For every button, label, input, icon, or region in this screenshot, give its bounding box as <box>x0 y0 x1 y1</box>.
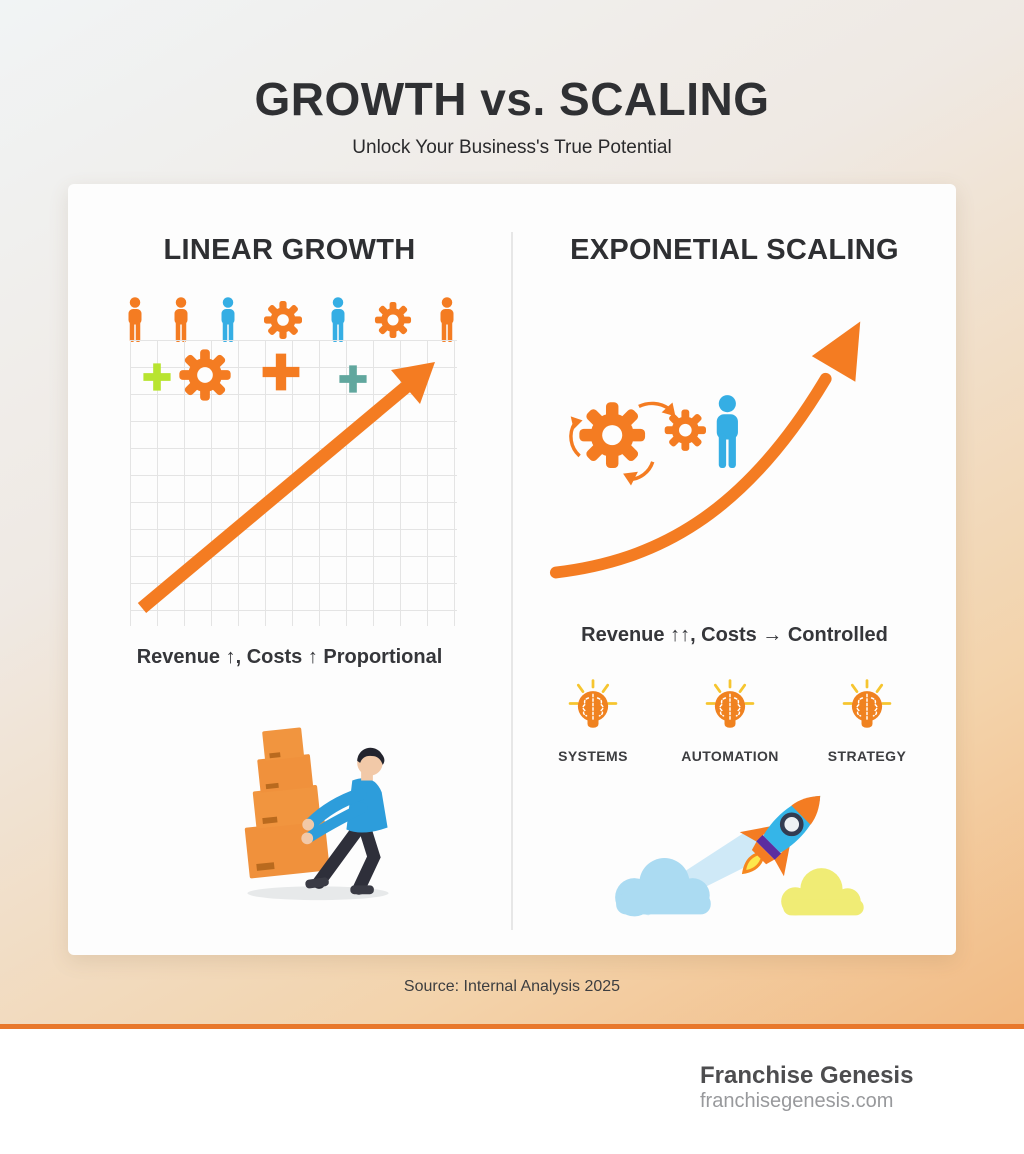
left-panel-caption: Revenue ↑, Costs ↑ Proportional <box>136 646 443 668</box>
gear-icon <box>263 300 303 340</box>
source-note: Source: Internal Analysis 2025 <box>403 978 621 995</box>
pillars-row: SYSTEMS AUTOMATION STRATEGY <box>530 676 930 764</box>
gear-icon <box>579 402 706 468</box>
person-icon <box>124 297 146 343</box>
footer-accent-rule <box>0 1024 1024 1029</box>
brain-idea-icon <box>562 676 624 742</box>
comparison-card: LINEAR GROWTH Revenue ↑, Costs ↑ Proport… <box>68 184 956 955</box>
linear-growth-grid-chart <box>130 340 457 626</box>
pillar-label: SYSTEMS <box>558 748 628 764</box>
right-panel-title: EXPONETIAL SCALING <box>570 234 899 266</box>
pillar-automation: AUTOMATION <box>667 676 793 764</box>
person-carrying-boxes-illustration <box>244 727 389 901</box>
person-icon <box>170 297 192 343</box>
pillar-strategy: STRATEGY <box>804 676 930 764</box>
left-panel-title: LINEAR GROWTH <box>163 234 416 266</box>
gear-icon <box>374 301 412 339</box>
footer-bar <box>0 1029 1024 1154</box>
team-resource-icon-row <box>124 294 458 346</box>
pillar-label: AUTOMATION <box>681 748 779 764</box>
right-panel-caption: Revenue ↑↑, Costs → Controlled <box>581 624 888 646</box>
brain-idea-icon <box>836 676 898 742</box>
brand-name: Franchise Genesis <box>700 1062 914 1089</box>
pillar-label: STRATEGY <box>827 748 907 764</box>
pillar-systems: SYSTEMS <box>530 676 656 764</box>
brain-idea-icon <box>699 676 761 742</box>
exponential-curve-figure <box>549 321 861 579</box>
person-icon <box>217 297 239 343</box>
person-icon <box>327 297 349 343</box>
person-icon <box>436 297 458 343</box>
page-subtitle: Unlock Your Business's True Potential <box>352 137 672 158</box>
linear-growth-arrow <box>137 362 435 613</box>
brand-website: franchisegenesis.com <box>700 1090 894 1112</box>
rocket-launch-illustration <box>615 795 864 917</box>
person-icon <box>716 395 738 469</box>
panel-divider <box>511 232 513 930</box>
page-title: GROWTH vs. SCALING <box>254 73 770 125</box>
